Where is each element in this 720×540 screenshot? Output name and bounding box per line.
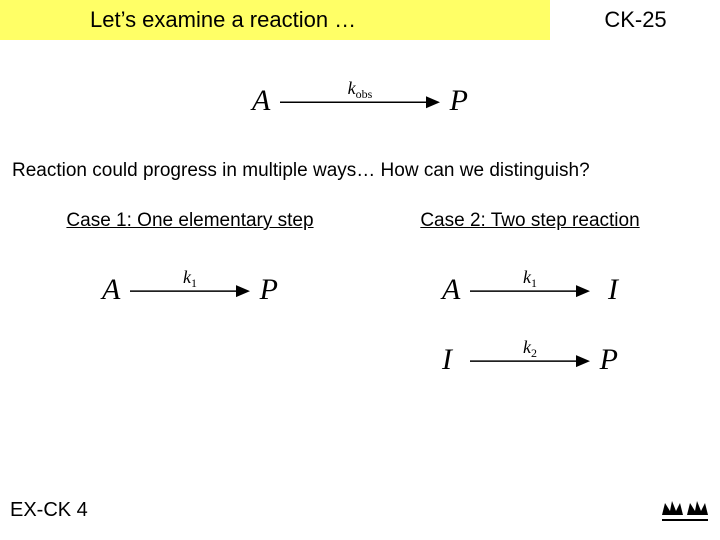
case-1-column: Case 1: One elementary step A k1 P [20,210,360,397]
svg-text:I: I [441,343,454,376]
main-reaction: A kobs P [0,65,720,130]
svg-text:k1: k1 [523,267,537,290]
svg-text:k2: k2 [523,337,537,360]
question-text: Reaction could progress in multiple ways… [0,160,720,182]
svg-text:A: A [100,273,121,306]
svg-text:I: I [607,273,620,306]
case-2-reactions: A k1 I I k2 P [360,257,700,387]
page-title: Let’s examine a reaction … [0,7,356,33]
case-2-column: Case 2: Two step reaction A k1 I I k2 P [360,210,700,397]
svg-text:P: P [449,84,468,117]
case-2-heading: Case 2: Two step reaction [360,210,700,232]
case-1-reactions: A k1 P [20,257,360,317]
cases-row: Case 1: One elementary step A k1 P Case … [0,210,720,397]
page-code: CK-25 [550,0,720,40]
svg-text:A: A [250,84,271,117]
svg-text:k1: k1 [183,267,197,290]
header-bar: Let’s examine a reaction … CK-25 [0,0,720,40]
svg-text:P: P [599,343,618,376]
crown-logo-icon [660,495,710,530]
svg-text:kobs: kobs [348,78,373,101]
svg-text:A: A [440,273,461,306]
footer-code: EX-CK 4 [10,499,88,522]
case-1-heading: Case 1: One elementary step [20,210,360,232]
svg-text:P: P [259,273,278,306]
